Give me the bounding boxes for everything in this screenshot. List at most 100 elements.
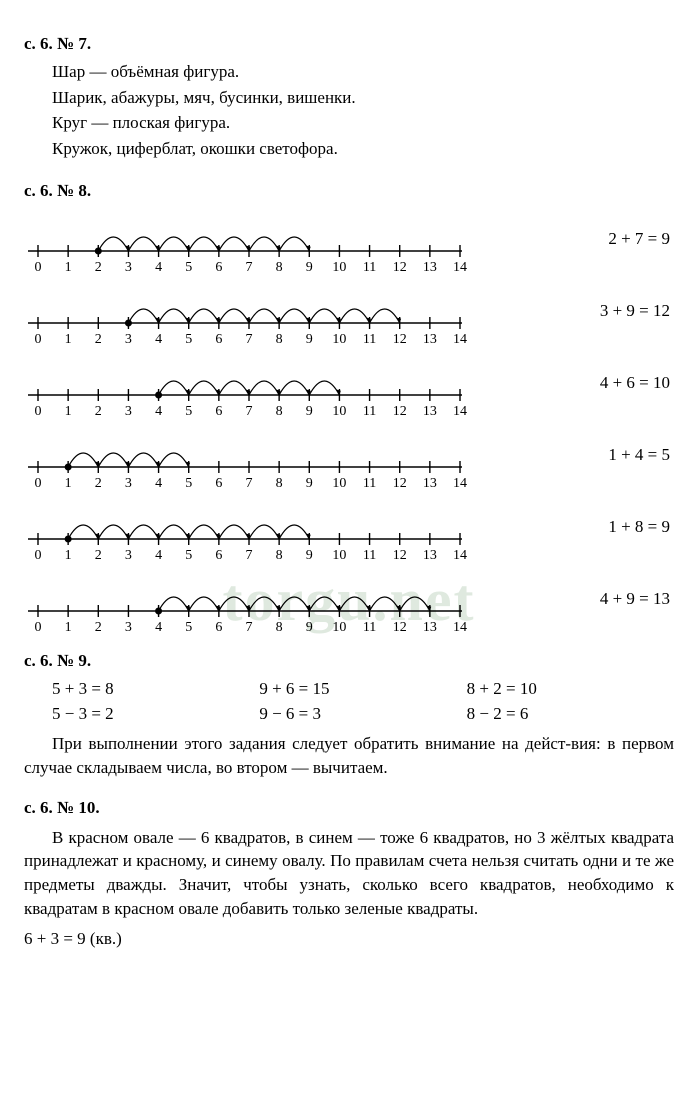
svg-text:6: 6: [215, 548, 222, 563]
svg-text:11: 11: [363, 620, 376, 635]
svg-text:12: 12: [393, 332, 407, 347]
svg-text:6: 6: [215, 476, 222, 491]
svg-text:5: 5: [185, 404, 192, 419]
svg-text:1: 1: [65, 476, 72, 491]
svg-text:6: 6: [215, 332, 222, 347]
svg-text:2: 2: [95, 476, 102, 491]
ex9-eq: 9 − 6 = 3: [259, 702, 466, 726]
ex7-line: Шарик, абажуры, мяч, бусинки, вишенки.: [52, 86, 674, 110]
ex10-text: В красном овале — 6 квадратов, в синем —…: [24, 826, 674, 921]
svg-text:7: 7: [246, 548, 253, 563]
ex7-line: Кружок, циферблат, окошки светофора.: [52, 137, 674, 161]
svg-text:9: 9: [306, 548, 313, 563]
svg-text:6: 6: [215, 404, 222, 419]
ex9-equations-row1: 5 + 3 = 8 9 + 6 = 15 8 + 2 = 10: [52, 677, 674, 701]
svg-text:11: 11: [363, 548, 376, 563]
svg-text:12: 12: [393, 476, 407, 491]
svg-text:0: 0: [35, 476, 42, 491]
svg-text:9: 9: [306, 476, 313, 491]
svg-text:4: 4: [155, 332, 162, 347]
ex9-eq: 9 + 6 = 15: [259, 677, 466, 701]
numberline-equation: 4 + 6 = 10: [474, 361, 674, 395]
ex9-note: При выполнении этого задания следует обр…: [24, 732, 674, 780]
svg-text:4: 4: [155, 260, 162, 275]
svg-text:12: 12: [393, 260, 407, 275]
svg-text:12: 12: [393, 404, 407, 419]
svg-text:10: 10: [332, 404, 346, 419]
svg-text:3: 3: [125, 332, 132, 347]
ex7-heading: с. 6. № 7.: [24, 32, 674, 56]
svg-text:12: 12: [393, 620, 407, 635]
svg-text:13: 13: [423, 548, 437, 563]
svg-text:0: 0: [35, 260, 42, 275]
svg-text:14: 14: [453, 476, 467, 491]
svg-text:7: 7: [246, 260, 253, 275]
svg-text:2: 2: [95, 404, 102, 419]
svg-text:11: 11: [363, 404, 376, 419]
svg-text:5: 5: [185, 476, 192, 491]
svg-text:9: 9: [306, 620, 313, 635]
svg-text:1: 1: [65, 620, 72, 635]
svg-text:1: 1: [65, 332, 72, 347]
numberline-diagram: 01234567891011121314: [24, 577, 474, 635]
svg-text:0: 0: [35, 620, 42, 635]
svg-text:14: 14: [453, 548, 467, 563]
svg-text:14: 14: [453, 404, 467, 419]
svg-text:5: 5: [185, 548, 192, 563]
svg-text:3: 3: [125, 404, 132, 419]
ex10-answer: 6 + 3 = 9 (кв.): [24, 927, 674, 951]
ex10-heading: с. 6. № 10.: [24, 796, 674, 820]
svg-text:2: 2: [95, 620, 102, 635]
ex9-eq: 5 + 3 = 8: [52, 677, 259, 701]
ex9-eq: 5 − 3 = 2: [52, 702, 259, 726]
ex9-eq: 8 − 2 = 6: [467, 702, 674, 726]
svg-text:8: 8: [276, 332, 283, 347]
svg-text:5: 5: [185, 260, 192, 275]
numberline-diagram: 01234567891011121314: [24, 361, 474, 419]
numberline-row: 012345678910111213141 + 8 = 9: [24, 505, 674, 563]
numberline-equation: 1 + 8 = 9: [474, 505, 674, 539]
svg-text:6: 6: [215, 620, 222, 635]
svg-text:14: 14: [453, 260, 467, 275]
svg-text:4: 4: [155, 404, 162, 419]
svg-text:13: 13: [423, 476, 437, 491]
ex8-numberlines: 012345678910111213142 + 7 = 901234567891…: [24, 217, 674, 635]
svg-text:13: 13: [423, 620, 437, 635]
numberline-diagram: 01234567891011121314: [24, 433, 474, 491]
svg-text:4: 4: [155, 476, 162, 491]
svg-text:11: 11: [363, 476, 376, 491]
svg-text:10: 10: [332, 476, 346, 491]
numberline-equation: 4 + 9 = 13: [474, 577, 674, 611]
numberline-row: 012345678910111213144 + 6 = 10: [24, 361, 674, 419]
ex8-heading: с. 6. № 8.: [24, 179, 674, 203]
svg-text:0: 0: [35, 332, 42, 347]
svg-text:3: 3: [125, 548, 132, 563]
numberline-row: 012345678910111213144 + 9 = 13: [24, 577, 674, 635]
svg-text:4: 4: [155, 620, 162, 635]
numberline-equation: 1 + 4 = 5: [474, 433, 674, 467]
svg-text:8: 8: [276, 620, 283, 635]
svg-text:1: 1: [65, 260, 72, 275]
numberline-row: 012345678910111213141 + 4 = 5: [24, 433, 674, 491]
svg-text:14: 14: [453, 332, 467, 347]
svg-text:2: 2: [95, 548, 102, 563]
svg-text:1: 1: [65, 404, 72, 419]
ex9-eq: 8 + 2 = 10: [467, 677, 674, 701]
svg-text:12: 12: [393, 548, 407, 563]
svg-text:8: 8: [276, 548, 283, 563]
svg-text:5: 5: [185, 620, 192, 635]
svg-text:2: 2: [95, 260, 102, 275]
svg-text:9: 9: [306, 404, 313, 419]
numberline-diagram: 01234567891011121314: [24, 289, 474, 347]
svg-text:8: 8: [276, 404, 283, 419]
svg-text:0: 0: [35, 548, 42, 563]
numberline-equation: 2 + 7 = 9: [474, 217, 674, 251]
svg-text:3: 3: [125, 476, 132, 491]
svg-text:5: 5: [185, 332, 192, 347]
svg-text:3: 3: [125, 260, 132, 275]
numberline-row: 012345678910111213142 + 7 = 9: [24, 217, 674, 275]
svg-text:10: 10: [332, 620, 346, 635]
svg-text:11: 11: [363, 332, 376, 347]
svg-text:13: 13: [423, 260, 437, 275]
ex7-line: Круг — плоская фигура.: [52, 111, 674, 135]
